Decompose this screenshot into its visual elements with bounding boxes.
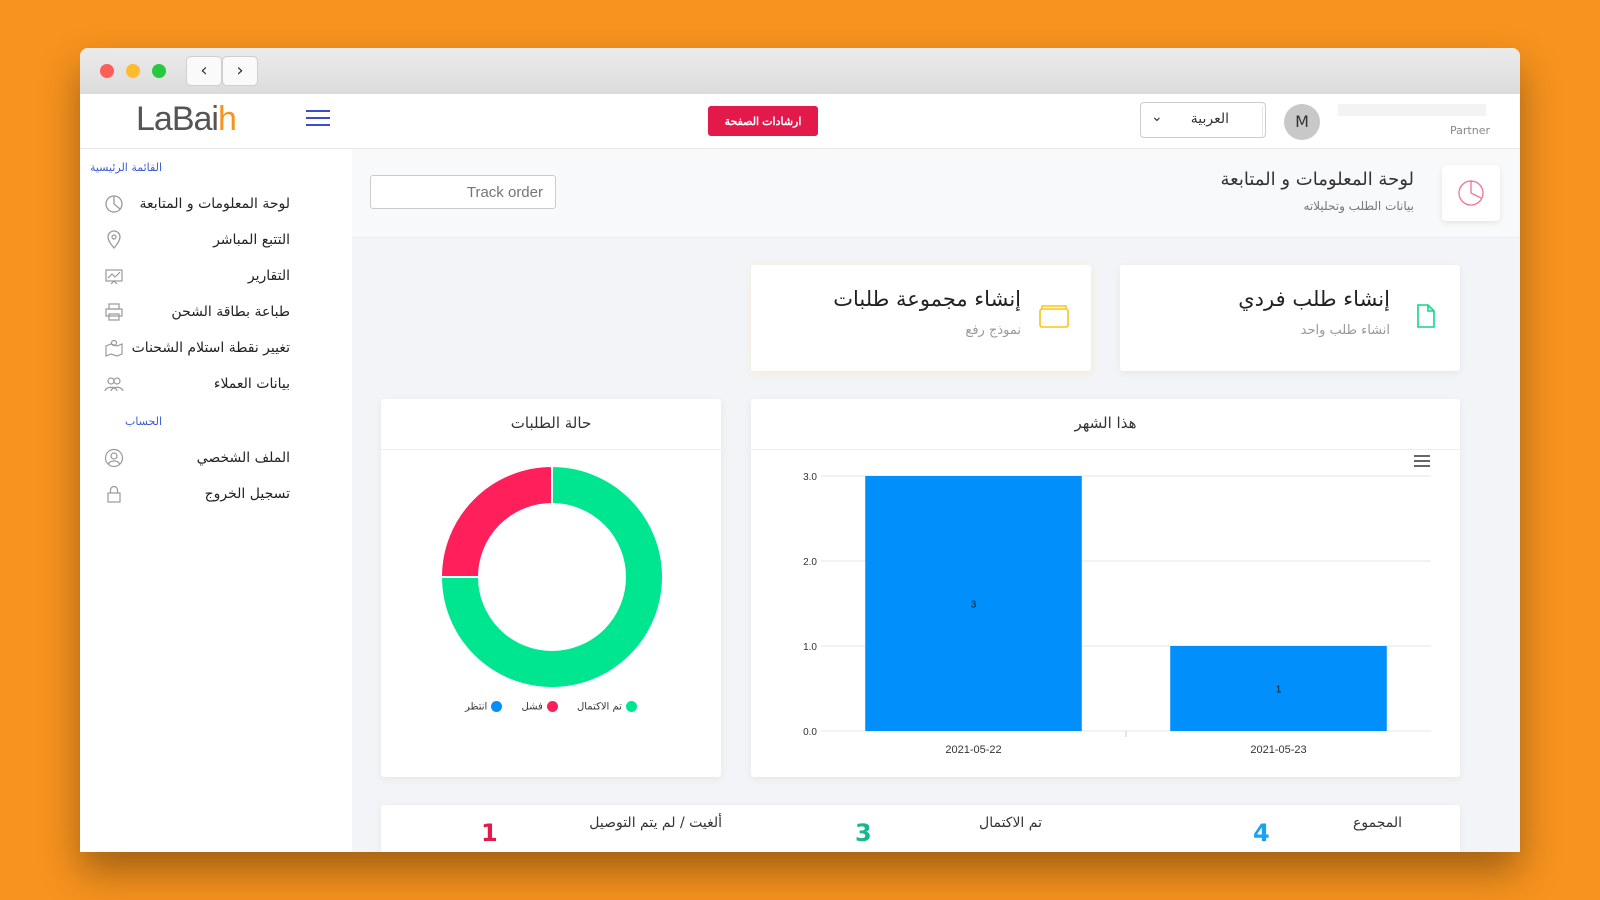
page-header: لوحة المعلومات و المتابعة بيانات الطلب و… — [352, 149, 1520, 238]
bar-value-label: 1 — [1276, 685, 1282, 696]
lock-icon — [104, 484, 124, 504]
y-tick-label: 1.0 — [803, 642, 817, 653]
legend-dot — [491, 701, 503, 712]
legend-item[interactable]: تم الاكتمال — [577, 701, 637, 713]
x-tick-label: 2021-05-22 — [945, 744, 1001, 756]
report-icon — [104, 266, 124, 286]
sidebar-item-dashboard[interactable]: لوحة المعلومات و المتابعة — [80, 190, 352, 218]
dashboard-icon — [1442, 165, 1500, 221]
browser-window: ‹ › LaBaih ارشادات الصفحة العربية ⌄ M Pa… — [80, 48, 1520, 852]
avatar[interactable]: M — [1284, 104, 1320, 140]
track-order-input[interactable] — [370, 175, 556, 209]
user-icon — [104, 448, 124, 468]
browser-titlebar: ‹ › — [80, 48, 1520, 95]
legend-item[interactable]: انتظر — [465, 701, 503, 713]
chart-legend: تم الاكتمال فشل انتظر — [381, 701, 721, 713]
sidebar-item-label: لوحة المعلومات و المتابعة — [139, 196, 290, 212]
sidebar: القائمة الرئيسية لوحة المعلومات و المتاب… — [80, 149, 352, 852]
this-month-panel: هذا الشهر 0.0 1.0 2.0 3.0 3 2021-05-22 1 2021-0… — [751, 399, 1460, 777]
panel-title: حالة الطلبات — [381, 399, 721, 450]
labaih-logo[interactable]: LaBaih — [136, 100, 237, 139]
sidebar-item-label: الملف الشخصي — [196, 450, 290, 466]
card-subtitle: انشاء طلب واحد — [1300, 323, 1390, 338]
y-tick-label: 0.0 — [803, 727, 817, 738]
sidebar-section-main: القائمة الرئيسية — [89, 161, 162, 174]
order-status-panel: حالة الطلبات تم الاكتمال فشل انتظر — [381, 399, 721, 777]
bar[interactable] — [1170, 646, 1387, 731]
divider — [1262, 106, 1263, 136]
card-title: إنشاء مجموعة طلبات — [833, 287, 1021, 311]
card-title: إنشاء طلب فردي — [1238, 287, 1390, 311]
stat-cancelled-label: ألغيت / لم يتم التوصيل — [589, 815, 722, 831]
folder-icon — [1037, 301, 1071, 331]
language-select[interactable]: العربية ⌄ — [1140, 102, 1266, 138]
logo-text-accent: h — [217, 100, 237, 138]
sidebar-item-profile[interactable]: الملف الشخصي — [80, 444, 352, 472]
sidebar-item-customers[interactable]: بيانات العملاء — [80, 370, 352, 398]
minimize-window-button[interactable] — [126, 64, 140, 78]
donut-slice[interactable] — [439, 464, 664, 689]
legend-label: تم الاكتمال — [576, 701, 622, 713]
sidebar-item-label: التتبع المباشر — [213, 232, 290, 248]
top-navbar: LaBaih ارشادات الصفحة العربية ⌄ M Partne… — [80, 94, 1520, 149]
this-month-bar-chart: 0.0 1.0 2.0 3.0 3 2021-05-22 1 2021-05-23 — [803, 472, 1431, 756]
card-subtitle: نموذج رفع — [965, 323, 1021, 338]
create-bulk-order-card[interactable]: إنشاء مجموعة طلبات نموذج رفع — [751, 265, 1091, 371]
language-value: العربية — [1190, 111, 1229, 127]
user-role: Partner — [1450, 124, 1490, 137]
sidebar-item-live-tracking[interactable]: التتبع المباشر — [80, 226, 352, 254]
chart-menu-icon[interactable] — [1414, 455, 1430, 467]
legend-item[interactable]: فشل — [522, 701, 558, 713]
user-name — [1338, 104, 1486, 116]
stat-total-label: المجموع — [1353, 815, 1402, 831]
sidebar-section-account: الحساب — [124, 415, 162, 428]
sidebar-item-label: التقارير — [247, 268, 290, 284]
chevron-down-icon: ⌄ — [1151, 109, 1163, 125]
sidebar-item-label: تسجيل الخروج — [204, 486, 290, 502]
stat-completed-value: 3 — [855, 819, 872, 847]
bar-value-label: 3 — [971, 600, 977, 611]
donut-slice[interactable] — [439, 464, 553, 578]
page-title: لوحة المعلومات و المتابعة — [1220, 169, 1414, 190]
forward-button[interactable]: › — [222, 56, 258, 86]
close-window-button[interactable] — [100, 64, 114, 78]
page-guide-button[interactable]: ارشادات الصفحة — [708, 106, 818, 136]
bar[interactable] — [865, 476, 1082, 731]
logo-text: LaBai — [136, 100, 219, 138]
panel-title: هذا الشهر — [751, 399, 1460, 450]
sidebar-item-label: تغيير نقطة استلام الشحنات — [131, 340, 290, 356]
page-subtitle: بيانات الطلب وتحليلاته — [1303, 199, 1414, 213]
map-icon — [104, 338, 124, 358]
sidebar-item-logout[interactable]: تسجيل الخروج — [80, 480, 352, 508]
stat-cancelled-value: 1 — [481, 819, 498, 847]
sidebar-item-pickup-point[interactable]: تغيير نقطة استلام الشحنات — [80, 334, 352, 362]
y-tick-label: 3.0 — [803, 472, 817, 483]
x-tick-label: 2021-05-23 — [1250, 744, 1306, 756]
legend-dot — [546, 701, 558, 712]
menu-toggle-icon[interactable] — [306, 110, 330, 131]
sidebar-item-label: طباعة بطاقة الشحن — [171, 304, 290, 320]
y-tick-label: 2.0 — [803, 557, 817, 568]
users-icon — [104, 374, 124, 394]
pie-chart-icon — [104, 194, 124, 214]
stat-total-value: 4 — [1253, 819, 1270, 847]
maximize-window-button[interactable] — [152, 64, 166, 78]
legend-dot — [625, 701, 637, 712]
legend-label: فشل — [521, 701, 543, 713]
stats-panel: المجموع 4 تم الاكتمال 3 ألغيت / لم يتم ا… — [381, 805, 1460, 852]
back-button[interactable]: ‹ — [186, 56, 222, 86]
sidebar-item-reports[interactable]: التقارير — [80, 262, 352, 290]
map-pin-icon — [104, 230, 124, 250]
create-single-order-card[interactable]: إنشاء طلب فردي انشاء طلب واحد — [1120, 265, 1460, 371]
main-content: لوحة المعلومات و المتابعة بيانات الطلب و… — [352, 149, 1520, 852]
file-icon — [1410, 301, 1440, 331]
legend-label: انتظر — [465, 701, 488, 713]
printer-icon — [104, 302, 124, 322]
sidebar-item-print-label[interactable]: طباعة بطاقة الشحن — [80, 298, 352, 326]
stat-completed-label: تم الاكتمال — [979, 815, 1042, 831]
sidebar-item-label: بيانات العملاء — [213, 376, 290, 392]
order-status-donut-chart — [439, 464, 664, 689]
